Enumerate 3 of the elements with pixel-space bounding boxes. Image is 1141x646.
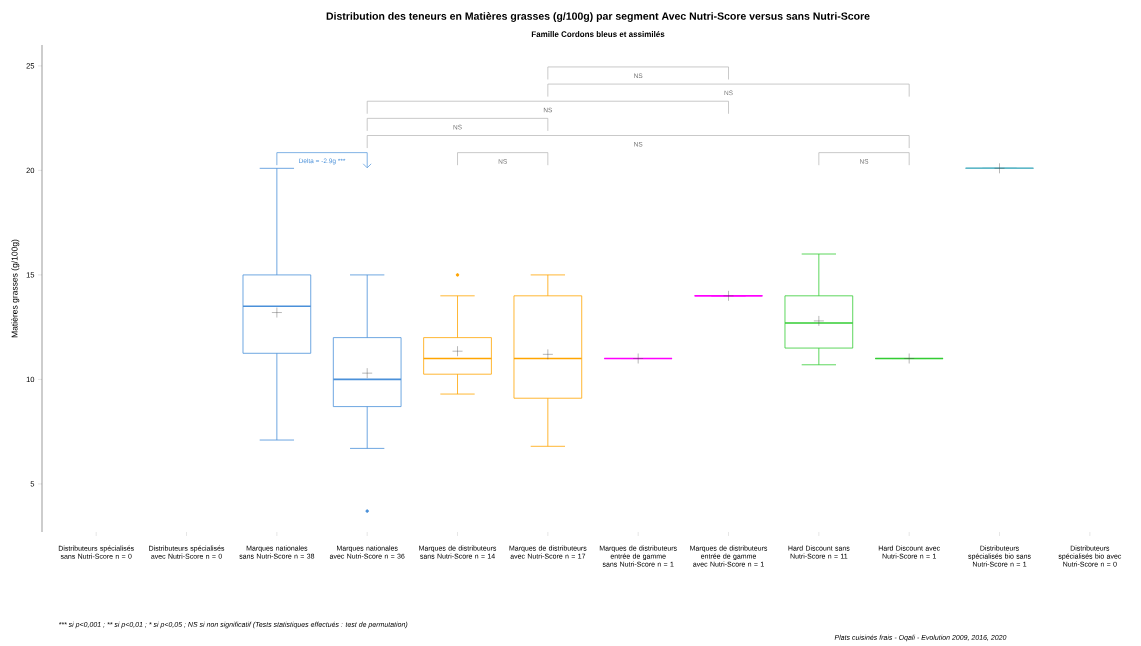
y-axis-title: Matières grasses (g/100g) [11, 239, 20, 338]
chart-subtitle: Famille Cordons bleus et assimilés [531, 31, 665, 37]
chart-title: Distribution des teneurs en Matières grasses (g/100g) par segment Avec Nutri-Score versus sans Nutri-Score [326, 12, 870, 22]
